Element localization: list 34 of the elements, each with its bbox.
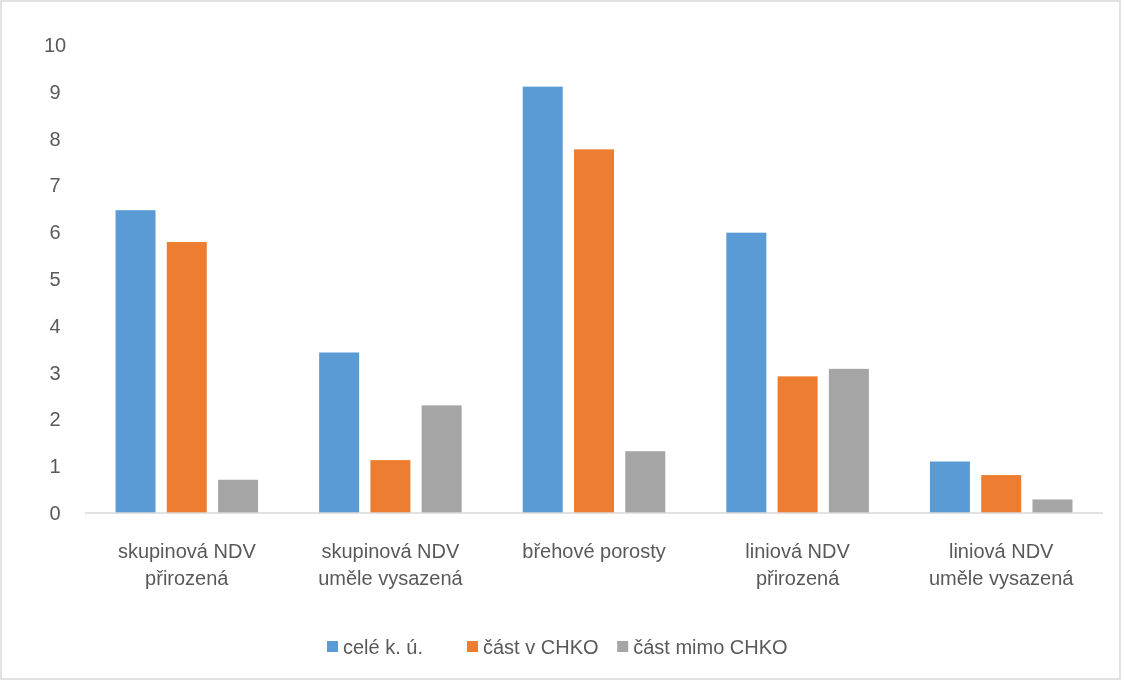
bar: [370, 460, 411, 513]
y-tick-label: 1: [49, 455, 61, 478]
bar: [777, 376, 818, 513]
y-tick-label: 4: [49, 314, 61, 337]
y-tick-label: 7: [49, 174, 61, 197]
x-tick-label: liniová NDV uměle vysazená: [928, 540, 1075, 589]
y-tick-label: 0: [49, 502, 61, 524]
y-tick-label: 6: [49, 221, 61, 244]
legend-label: část mimo CHKO: [633, 636, 788, 658]
y-tick-label: 9: [49, 80, 61, 103]
bar: [1032, 499, 1073, 513]
x-tick-label: břehové porosty: [522, 540, 666, 562]
x-tick-label: skupinová NDV uměle vysazená: [318, 540, 464, 589]
x-tick-label: skupinová NDV přirozená: [117, 540, 257, 589]
bar: [828, 368, 869, 513]
y-tick-label: 3: [49, 361, 61, 384]
bar: [726, 232, 767, 513]
legend-label: celé k. ú.: [343, 636, 424, 658]
bar: [522, 86, 563, 513]
bar: [574, 149, 614, 513]
y-tick-label: 10: [43, 34, 67, 56]
bar: [981, 475, 1022, 513]
legend-label: část v CHKO: [483, 636, 599, 658]
bar: [929, 461, 970, 513]
bar: [421, 405, 462, 513]
bar: [319, 352, 360, 513]
y-tick-label: 2: [49, 408, 61, 431]
bar: [625, 451, 666, 513]
bar: [115, 210, 156, 513]
bar: [166, 242, 207, 513]
y-tick-label: 5: [49, 268, 61, 290]
x-tick-label: liniová NDV přirozená: [745, 540, 851, 589]
bar: [218, 479, 259, 513]
y-tick-label: 8: [49, 127, 61, 150]
